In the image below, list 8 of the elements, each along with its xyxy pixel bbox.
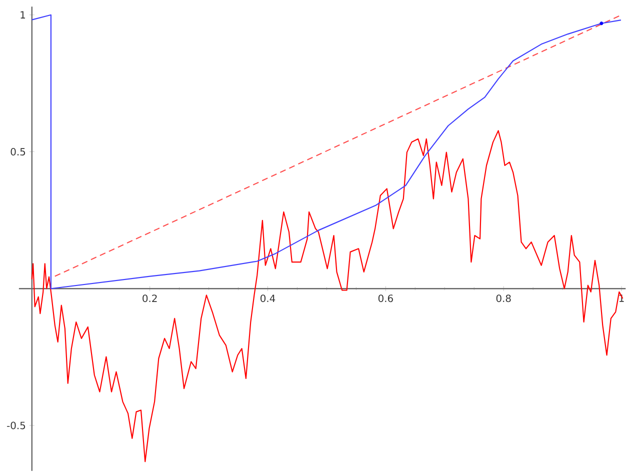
y-tick-label: 0.5 [10, 148, 26, 156]
x-tick-label: 0.4 [260, 294, 276, 302]
y-tick-label: 1 [20, 11, 26, 18]
line-series [31, 130, 624, 462]
x-tick-label: 0.2 [142, 294, 157, 302]
y-tick-label: -0.5 [7, 422, 26, 430]
x-tick-label: 0.8 [496, 294, 511, 302]
x-tick-label: 0.6 [378, 294, 393, 302]
